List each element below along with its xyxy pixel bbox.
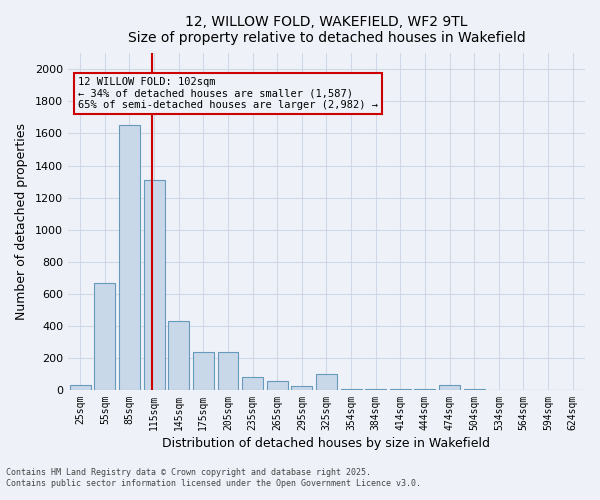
Bar	[242, 377, 263, 390]
Text: 12 WILLOW FOLD: 102sqm
← 34% of detached houses are smaller (1,587)
65% of semi-: 12 WILLOW FOLD: 102sqm ← 34% of detached…	[78, 77, 378, 110]
Bar	[292, 386, 313, 390]
Bar	[464, 389, 485, 390]
Bar	[168, 321, 189, 390]
Bar	[341, 389, 362, 390]
Bar	[143, 180, 164, 390]
X-axis label: Distribution of detached houses by size in Wakefield: Distribution of detached houses by size …	[163, 437, 490, 450]
Bar	[193, 352, 214, 390]
Bar	[415, 389, 436, 390]
Y-axis label: Number of detached properties: Number of detached properties	[15, 123, 28, 320]
Bar	[218, 352, 238, 390]
Bar	[70, 385, 91, 390]
Bar	[119, 126, 140, 390]
Title: 12, WILLOW FOLD, WAKEFIELD, WF2 9TL
Size of property relative to detached houses: 12, WILLOW FOLD, WAKEFIELD, WF2 9TL Size…	[128, 15, 526, 45]
Bar	[365, 389, 386, 390]
Bar	[439, 385, 460, 390]
Bar	[267, 381, 287, 390]
Bar	[316, 374, 337, 390]
Text: Contains HM Land Registry data © Crown copyright and database right 2025.
Contai: Contains HM Land Registry data © Crown c…	[6, 468, 421, 487]
Bar	[390, 389, 411, 390]
Bar	[94, 282, 115, 390]
